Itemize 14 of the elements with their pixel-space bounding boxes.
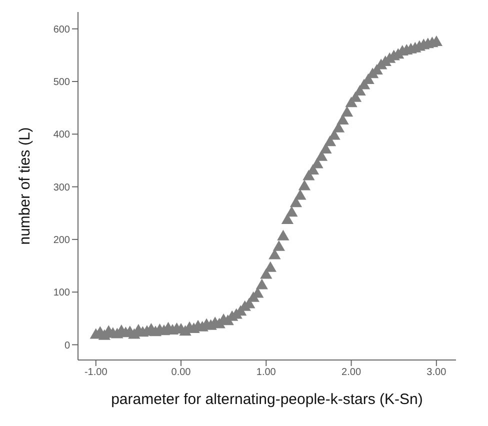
y-tick-label: 200 — [53, 234, 70, 246]
x-tick-label: 1.00 — [256, 367, 276, 378]
x-tick-label: 3.00 — [426, 367, 447, 378]
x-tick-label: 2.00 — [342, 367, 362, 378]
x-axis-title: parameter for alternating-people-k-stars (K-Sn) — [111, 391, 423, 408]
x-tick-label: 0.00 — [171, 367, 192, 378]
x-tick-label: -1.00 — [84, 367, 108, 378]
y-tick-label: 100 — [53, 288, 70, 299]
y-tick-label: 600 — [53, 24, 70, 36]
y-tick-label: 0 — [64, 340, 70, 352]
y-tick-label: 300 — [53, 182, 70, 194]
y-tick-label: 500 — [53, 77, 70, 88]
y-axis-title: number of ties (L) — [16, 127, 34, 245]
y-tick-label: 400 — [53, 130, 70, 141]
